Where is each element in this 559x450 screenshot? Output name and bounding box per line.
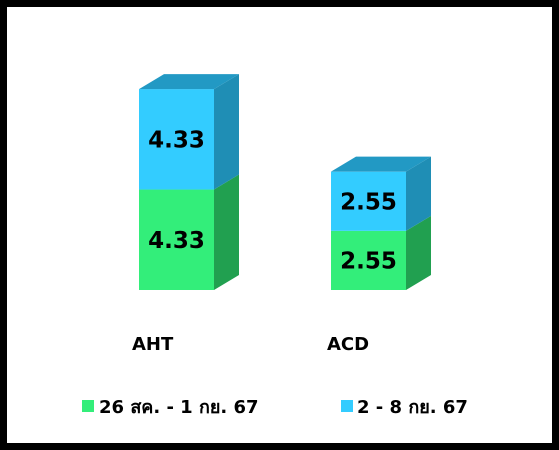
bar-top-acd (331, 156, 431, 172)
bar-side-aht-s1 (214, 174, 239, 290)
bar-aht-series-2 (139, 89, 214, 190)
category-label-aht: AHT (132, 334, 174, 355)
legend-swatch-1 (82, 400, 94, 412)
bar-acd-series-1 (331, 230, 406, 290)
data-label-aht-s2: 4.33 (148, 127, 205, 153)
legend-label-1: 26 สค. - 1 กย. 67 (99, 397, 259, 418)
bar-side-acd-s2 (406, 156, 431, 231)
bar-side-aht-s2 (214, 74, 239, 190)
data-label-aht-s1: 4.33 (148, 228, 205, 254)
chart-frame: 4.33 4.33 AHT 2.55 2.55 ACD 26 สค. - 1 กย. 67 2… (7, 7, 552, 443)
bar-acd-series-2 (331, 171, 406, 231)
bar-top-aht (139, 74, 239, 90)
bar-aht-series-1 (139, 189, 214, 290)
category-label-acd: ACD (327, 334, 369, 355)
data-label-acd-s2: 2.55 (340, 189, 397, 215)
legend-swatch-2 (341, 400, 353, 412)
bar-side-acd-s1 (406, 215, 431, 290)
stacked-3d-bar-chart: 4.33 4.33 AHT 2.55 2.55 ACD 26 สค. - 1 กย. 67 2… (82, 74, 468, 418)
data-label-acd-s1: 2.55 (340, 248, 397, 274)
legend-label-2: 2 - 8 กย. 67 (357, 397, 468, 418)
